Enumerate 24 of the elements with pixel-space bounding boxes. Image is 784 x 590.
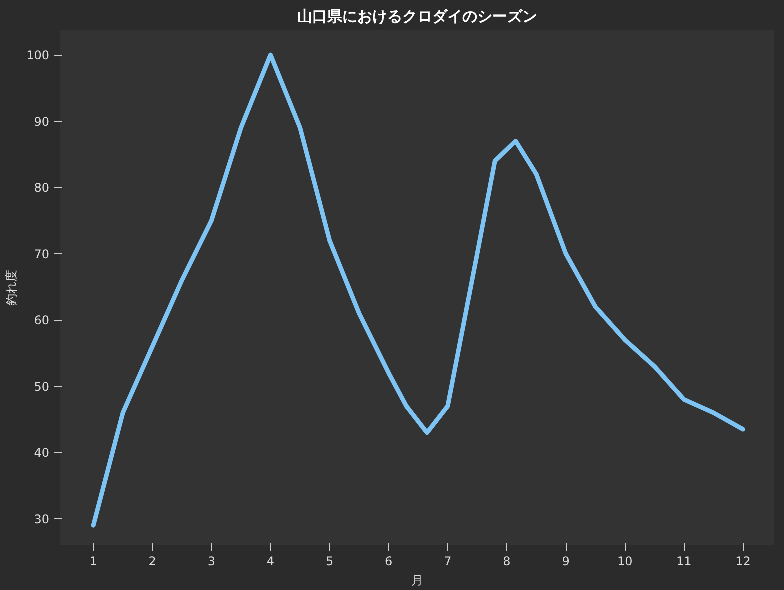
y-tick-label: 90 [34,114,50,129]
y-tick-label: 30 [34,512,50,526]
x-tick-label: 9 [562,554,570,568]
x-tick-label: 8 [503,554,511,568]
y-tick-label: 40 [34,446,50,460]
x-tick-label: 10 [617,554,633,568]
x-tick-label: 4 [266,554,275,568]
x-tick-label: 11 [676,554,692,568]
x-tick-label: 2 [148,554,156,568]
x-tick-label: 7 [444,554,452,568]
x-tick-label: 6 [385,554,393,568]
x-axis-title: 月 [412,574,424,588]
y-tick-label: 60 [34,314,50,328]
x-tick-label: 5 [326,554,334,568]
y-tick-label: 70 [34,247,50,262]
chart-title: 山口県におけるクロダイのシーズン [298,8,538,26]
y-tick-label: 50 [34,380,50,394]
y-axis-title: 釣れ度 [4,270,19,306]
line-series [91,52,746,528]
x-tick-label: 3 [208,554,216,568]
x-tick-label: 1 [90,554,98,568]
x-tick-label: 12 [736,554,751,568]
y-tick-label: 100 [26,48,50,63]
y-tick-label: 80 [34,181,50,196]
